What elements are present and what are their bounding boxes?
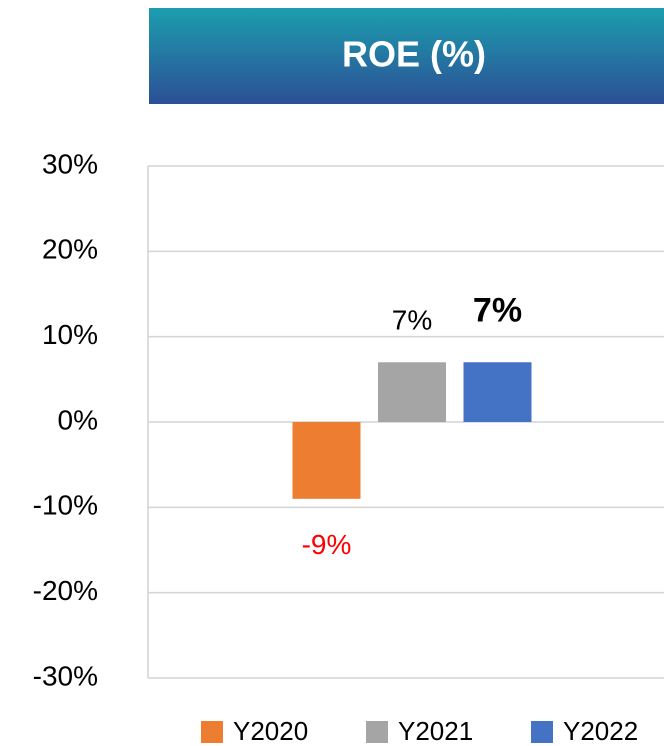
data-label: -9% — [302, 529, 352, 560]
y-tick-label: -30% — [33, 660, 98, 691]
legend-swatch — [201, 721, 223, 743]
y-tick-label: 20% — [42, 234, 98, 265]
data-label: 7% — [392, 305, 432, 336]
y-tick-label: -20% — [33, 575, 98, 606]
y-tick-label: -10% — [33, 490, 98, 521]
title-banner — [149, 8, 664, 104]
bar — [463, 362, 532, 422]
legend-swatch — [366, 721, 388, 743]
y-tick-label: 0% — [58, 404, 98, 435]
data-label: 7% — [473, 291, 522, 329]
bar — [292, 422, 361, 499]
bar — [378, 362, 446, 422]
legend-label: Y2022 — [563, 716, 638, 746]
y-tick-label: 10% — [42, 319, 98, 350]
chart-title: ROE (%) — [342, 34, 486, 75]
legend-swatch — [531, 721, 553, 743]
legend-label: Y2021 — [398, 716, 473, 746]
y-tick-label: 30% — [42, 148, 98, 179]
legend-label: Y2020 — [233, 716, 308, 746]
